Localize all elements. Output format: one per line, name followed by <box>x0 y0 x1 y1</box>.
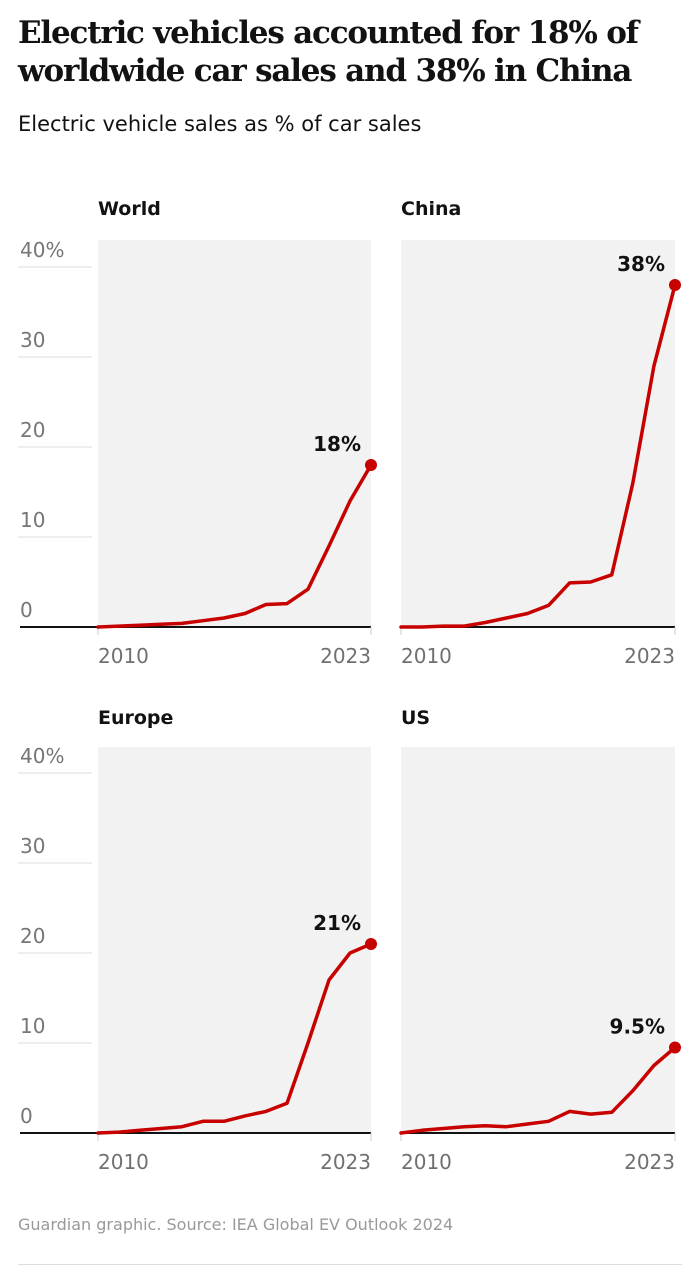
y-tick-label: 10 <box>20 1014 45 1038</box>
chart-subtitle: Electric vehicle sales as % of car sales <box>18 112 422 136</box>
panel-europe: Europe 0 10 20 30 40% 2010 2023 21% <box>18 707 377 1174</box>
end-point-marker <box>365 459 377 471</box>
panel-title: US <box>401 707 430 729</box>
x-tick-label: 2010 <box>401 1150 452 1174</box>
y-tick-label: 30 <box>20 328 45 352</box>
y-tick-label: 20 <box>20 924 45 948</box>
y-tick-label: 10 <box>20 508 45 532</box>
x-tick-label: 2010 <box>98 644 149 668</box>
end-value-label: 18% <box>313 432 361 456</box>
panel-world: World 0 10 20 30 40% 2010 2023 18% <box>18 198 377 668</box>
end-value-label: 38% <box>617 252 665 276</box>
series-line <box>96 463 373 629</box>
x-tick-label: 2010 <box>98 1150 149 1174</box>
end-point-marker <box>669 279 681 291</box>
series-line <box>399 1045 677 1135</box>
end-value-label: 9.5% <box>610 1015 665 1039</box>
plot-background <box>98 240 371 627</box>
series-line <box>96 942 373 1135</box>
panel-title: Europe <box>98 707 173 729</box>
series-line <box>399 283 677 629</box>
source-note: Guardian graphic. Source: IEA Global EV … <box>18 1215 454 1234</box>
y-tick-label: 30 <box>20 834 45 858</box>
x-tick-label: 2023 <box>624 644 675 668</box>
plot-background <box>401 240 675 627</box>
x-tick-label: 2023 <box>320 644 371 668</box>
panel-title: China <box>401 198 461 220</box>
footer-divider <box>18 1264 682 1265</box>
x-tick-label: 2023 <box>320 1150 371 1174</box>
x-tick-label: 2023 <box>624 1150 675 1174</box>
panel-china: China 2010 2023 38% <box>399 198 681 668</box>
end-value-label: 21% <box>313 911 361 935</box>
plot-background <box>98 747 371 1133</box>
y-tick-label: 20 <box>20 418 45 442</box>
x-tick-label: 2010 <box>401 644 452 668</box>
y-tick-label: 40% <box>20 238 64 262</box>
end-point-marker <box>669 1041 681 1054</box>
chart-title: Electric vehicles accounted for 18% of w… <box>18 15 639 89</box>
plot-background <box>401 747 675 1133</box>
y-tick-label: 0 <box>20 1104 33 1128</box>
panel-title: World <box>98 198 161 220</box>
y-tick-label: 40% <box>20 744 64 768</box>
y-tick-label: 0 <box>20 598 33 622</box>
panel-us: US 2010 2023 9.5% <box>399 707 681 1174</box>
end-point-marker <box>365 938 377 950</box>
